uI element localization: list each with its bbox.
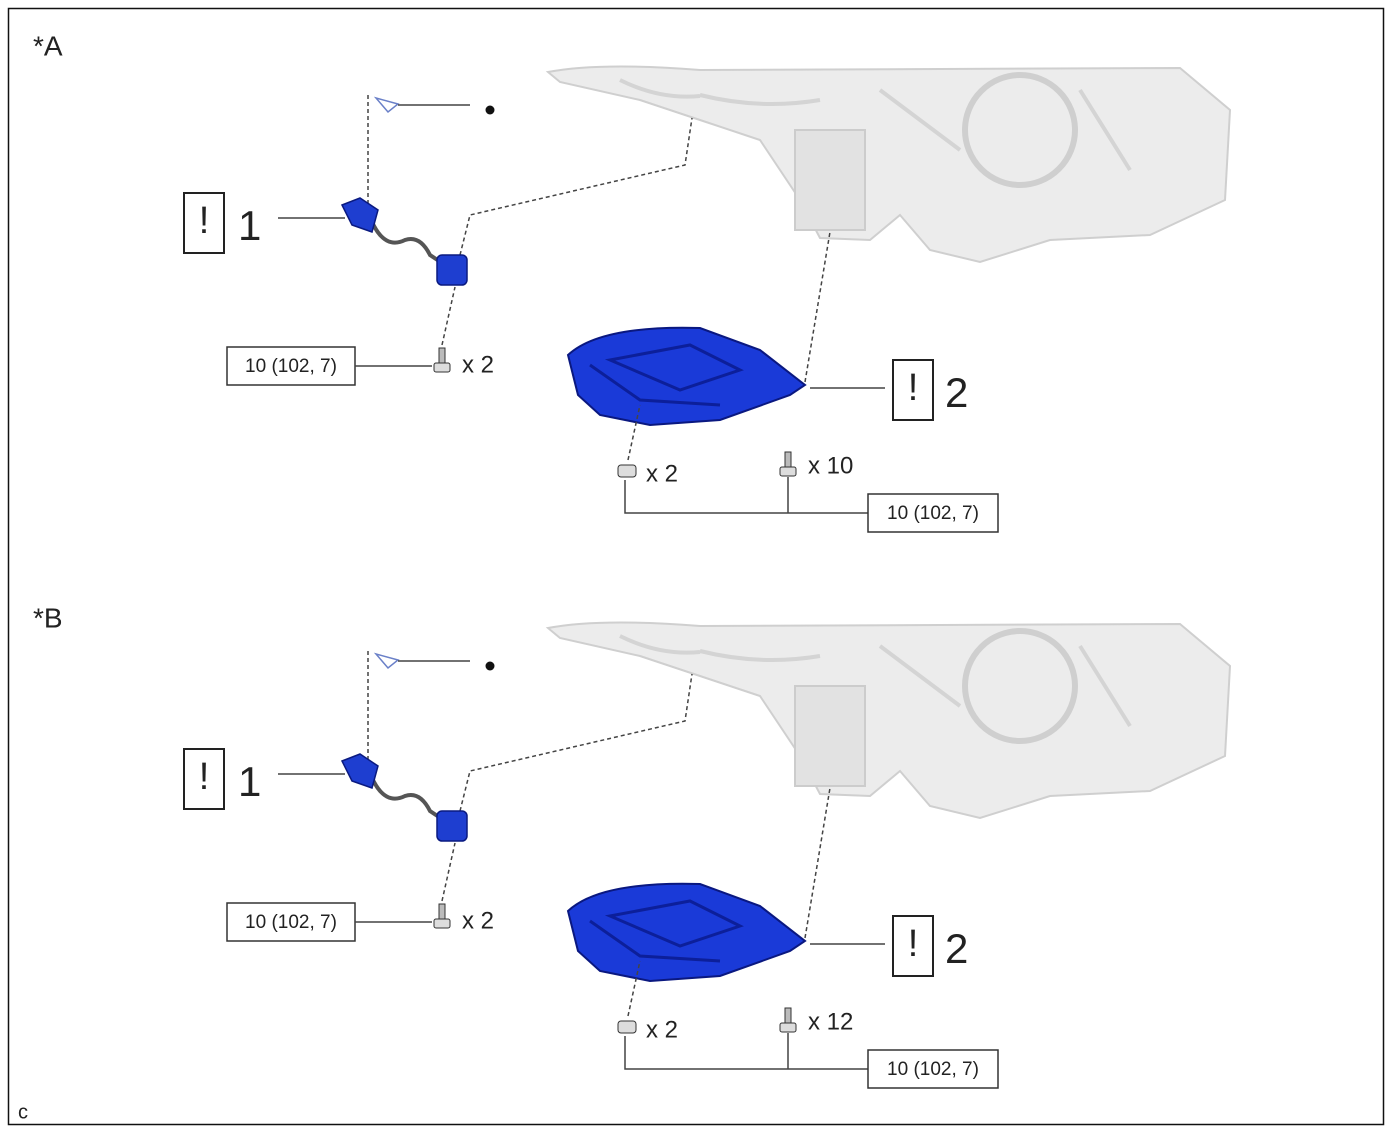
sensor-wire: [370, 221, 447, 267]
part-number: 2: [945, 369, 968, 416]
engine-valve-body: [794, 685, 866, 787]
quantity: x 2: [646, 1016, 678, 1043]
quantity: x 12: [808, 1008, 853, 1035]
bolt-head: [779, 1022, 797, 1033]
quantity: x 2: [646, 460, 678, 487]
footer-code: c: [18, 1101, 28, 1123]
torque-value: 10 (102, 7): [245, 356, 337, 377]
bolt-shank: [784, 1007, 792, 1025]
dashed-lead: [627, 960, 641, 1017]
oil-pan-detail: [589, 343, 744, 407]
oil-pan: [566, 882, 807, 983]
dashed-lead: [627, 404, 641, 461]
caution-box: [892, 359, 934, 421]
nut: [617, 1020, 637, 1034]
caution-mark: !: [199, 200, 210, 242]
dashed-lead: [441, 286, 456, 346]
engine-hub: [962, 72, 1078, 188]
engine-hub: [962, 628, 1078, 744]
sensor-body: [436, 254, 468, 286]
dot: [485, 105, 495, 115]
quantity: x 2: [462, 351, 494, 378]
oil-pan-detail: [589, 899, 744, 963]
dashed-lead: [804, 787, 831, 939]
caution-mark: !: [908, 923, 919, 965]
oil-pan: [566, 326, 807, 427]
caution-box: [183, 192, 225, 254]
part-number: 2: [945, 925, 968, 972]
torque-value: 10 (102, 7): [887, 1059, 979, 1080]
torque-box: [867, 493, 999, 533]
connector-icon: [373, 652, 400, 670]
torque-value: 10 (102, 7): [887, 503, 979, 524]
dashed-lead: [804, 231, 831, 383]
leader: [624, 1033, 868, 1070]
caution-box: [183, 748, 225, 810]
bolt-head: [779, 466, 797, 477]
quantity: x 10: [808, 452, 853, 479]
bolt-head: [433, 362, 451, 373]
part-number: 1: [238, 758, 261, 805]
engine-valve-body: [794, 129, 866, 231]
torque-value: 10 (102, 7): [245, 912, 337, 933]
part-number: 1: [238, 202, 261, 249]
sensor-head: [340, 197, 379, 233]
connector-icon: [373, 96, 400, 114]
panel-label: *A: [33, 30, 63, 61]
panel: *B! 1 10 (102, 7) x 2! 2 x 2 x 12 10 (102, 7): [33, 602, 1232, 1089]
bolt-head: [433, 918, 451, 929]
dashed-lead: [441, 842, 456, 902]
sensor-body: [436, 810, 468, 842]
sensor-wire: [370, 777, 447, 823]
caution-mark: !: [908, 367, 919, 409]
bolt-shank: [438, 903, 446, 921]
leader: [624, 477, 868, 514]
sensor-head: [340, 753, 379, 789]
nut: [617, 464, 637, 478]
dot: [485, 661, 495, 671]
torque-box: [867, 1049, 999, 1089]
bolt-shank: [438, 347, 446, 365]
quantity: x 2: [462, 907, 494, 934]
panel: *A! 1 10 (102, 7) x 2! 2 x 2 x 10 10 (102, 7): [33, 30, 1232, 533]
panel-label: *B: [33, 602, 63, 633]
caution-mark: !: [199, 756, 210, 798]
bolt-shank: [784, 451, 792, 469]
engine-detail: [619, 78, 1132, 172]
caution-box: [892, 915, 934, 977]
engine-detail: [619, 634, 1132, 728]
